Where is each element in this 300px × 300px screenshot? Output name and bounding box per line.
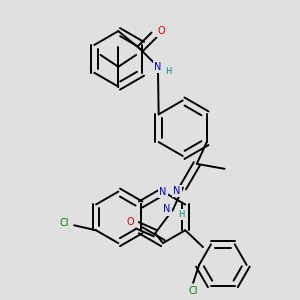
Text: Cl: Cl [188,286,198,296]
Text: H: H [178,210,184,219]
Text: N: N [164,204,171,214]
Text: N: N [154,62,162,72]
Text: N: N [173,186,181,196]
Text: H: H [165,67,171,76]
Text: Cl: Cl [59,218,69,228]
Text: O: O [157,26,165,36]
Text: O: O [127,217,134,227]
Text: N: N [159,187,167,196]
